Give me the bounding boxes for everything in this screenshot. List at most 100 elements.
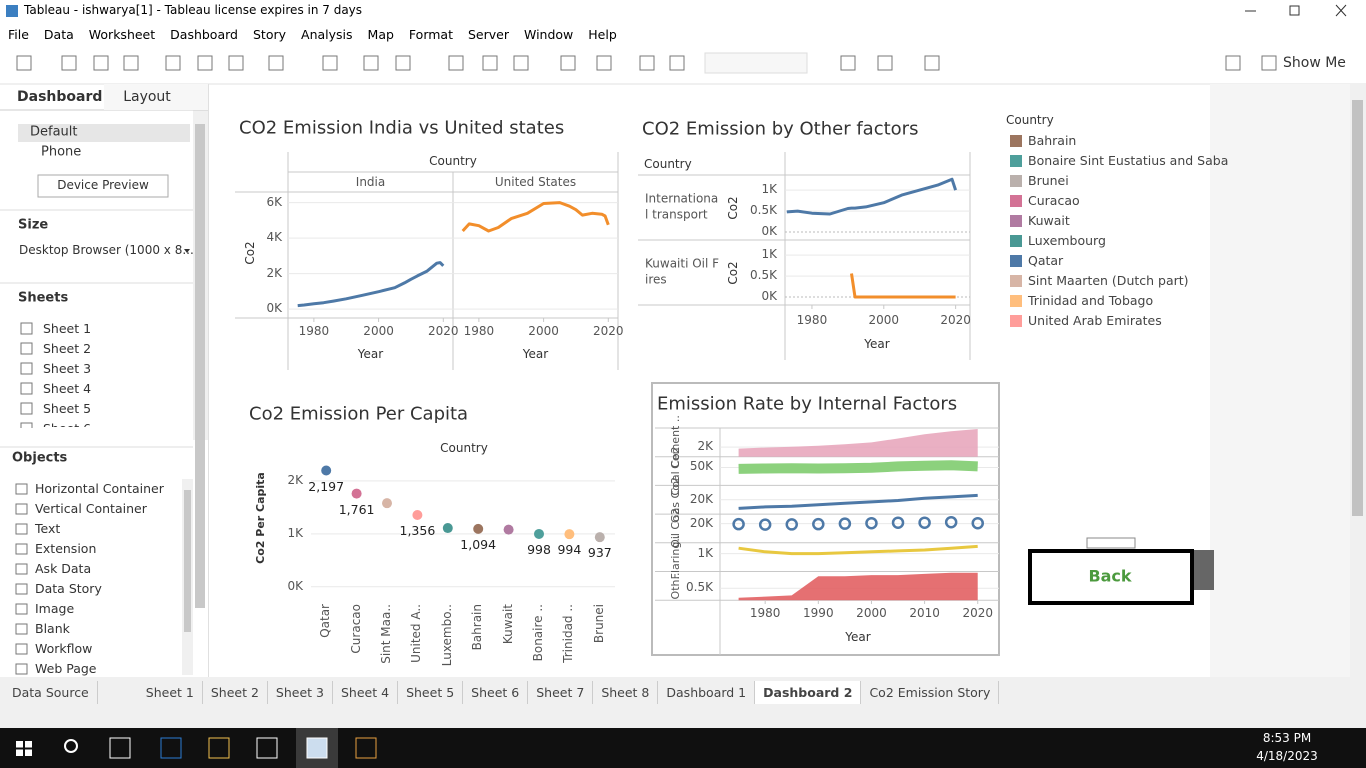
- back-button[interactable]: Back: [1088, 566, 1132, 586]
- sheet-tab[interactable]: Sheet 1: [138, 680, 203, 704]
- sheet-tab[interactable]: Sheet 2: [203, 680, 268, 704]
- device-preview-btn: [37, 174, 169, 198]
- menu-item[interactable]: Map: [367, 26, 394, 42]
- object-item[interactable]: Image: [35, 600, 75, 616]
- panel-tab[interactable]: Dashboard: [17, 88, 103, 105]
- panel-header: United States: [494, 175, 577, 190]
- x-tick-label: 2020: [962, 606, 994, 621]
- data-label: 1,761: [338, 501, 375, 517]
- x-tick-label: 2020: [940, 313, 971, 328]
- object-item[interactable]: Vertical Container: [35, 500, 147, 516]
- sheet-item[interactable]: Sheet 3: [43, 360, 92, 376]
- dropdown-arrow: [184, 249, 190, 253]
- x-tick-label: United A..: [409, 604, 424, 663]
- sheet-tab[interactable]: Sheet 5: [398, 680, 464, 704]
- menu-item[interactable]: Window: [523, 26, 574, 42]
- x-tick-label: 2020: [593, 324, 624, 339]
- toolbar-icon: [560, 55, 576, 71]
- sheet-tab[interactable]: Sheet 7: [528, 680, 594, 704]
- sheet-item[interactable]: Sheet 2: [43, 340, 92, 356]
- y-tick-label: 1K: [287, 526, 303, 541]
- sheet-tab[interactable]: Data Source: [4, 680, 98, 704]
- y-tick-label: 0.5K: [750, 203, 777, 218]
- menu-item[interactable]: Format: [408, 26, 453, 42]
- object-item[interactable]: Horizontal Container: [35, 480, 164, 496]
- toolbar-icon: [197, 55, 213, 71]
- toolbar-icon: [669, 55, 685, 71]
- legend-item: United Arab Emirates: [1028, 312, 1162, 328]
- size-dropdown[interactable]: Desktop Browser (1000 x 8...: [19, 243, 194, 258]
- object-item[interactable]: Data Story: [35, 580, 102, 596]
- sheet-tab[interactable]: Co2 Emission Story: [861, 680, 1000, 704]
- menu-item[interactable]: File: [8, 26, 29, 42]
- menu-item[interactable]: Data: [43, 26, 74, 42]
- sheet-tab[interactable]: Sheet 4: [333, 680, 399, 704]
- legend-swatch: [1010, 155, 1022, 167]
- search-icon: [64, 739, 78, 753]
- object-item[interactable]: Web Page: [35, 660, 97, 676]
- legend-item: Bahrain: [1028, 132, 1077, 148]
- window-title: Tableau - ishwarya[1] - Tableau license …: [24, 3, 363, 18]
- sheet-tab[interactable]: Dashboard 2: [755, 680, 862, 704]
- legend-item: Trinidad and Tobago: [1028, 292, 1154, 308]
- legend-item: Qatar: [1028, 252, 1064, 268]
- y-tick-label: 4K: [266, 230, 282, 245]
- object-item[interactable]: Blank: [35, 620, 70, 636]
- menu-item[interactable]: Story: [252, 26, 287, 42]
- toolbar-icon: [924, 55, 940, 71]
- sheet-item[interactable]: Sheet 5: [43, 400, 92, 416]
- legend-swatch: [1010, 235, 1022, 247]
- dot: [351, 488, 362, 499]
- row-header: Oth..: [668, 572, 682, 600]
- toolbar-icon: [639, 55, 655, 71]
- panel-tab[interactable]: Layout: [123, 88, 171, 105]
- object-icon: [15, 563, 28, 575]
- sheet-tab[interactable]: Sheet 8: [593, 680, 659, 704]
- chart-title: Co2 Emission Per Capita: [249, 403, 469, 425]
- menu-item[interactable]: Server: [467, 26, 509, 42]
- menu-item[interactable]: Analysis: [301, 26, 353, 42]
- point: [732, 517, 745, 531]
- section-heading: Objects: [12, 450, 68, 466]
- legend-title: Country: [1006, 113, 1054, 128]
- menu-item[interactable]: Help: [588, 26, 617, 42]
- device-preview-button[interactable]: Device Preview: [57, 178, 149, 193]
- toolbar-icon: [165, 55, 181, 71]
- column-header: Country: [440, 441, 488, 456]
- taskbar-bg: [0, 728, 1366, 768]
- device-option[interactable]: Phone: [41, 144, 82, 160]
- sheet-tab[interactable]: Dashboard 1: [658, 680, 756, 704]
- toolbar-icon: [877, 55, 893, 71]
- menu-item[interactable]: Dashboard: [170, 26, 238, 42]
- object-item[interactable]: Ask Data: [35, 560, 92, 576]
- data-label: 1,094: [460, 536, 497, 552]
- object-item[interactable]: Extension: [35, 540, 97, 556]
- point: [838, 517, 852, 530]
- sheet-item[interactable]: Sheet 6: [43, 421, 91, 427]
- sheet-tab[interactable]: Sheet 6: [463, 680, 529, 704]
- object-item[interactable]: Workflow: [35, 640, 93, 656]
- sheet-item[interactable]: Sheet 4: [43, 380, 92, 396]
- object-item[interactable]: Text: [35, 520, 61, 536]
- menu-item[interactable]: Worksheet: [88, 26, 156, 42]
- sheet-item[interactable]: Sheet 1: [43, 320, 92, 336]
- toolbar-icon: [482, 55, 498, 71]
- show-me-button[interactable]: Show Me: [1283, 54, 1346, 71]
- legend-swatch: [1010, 275, 1022, 287]
- device-highlight: [18, 124, 190, 142]
- y-tick-label: 0.5K: [686, 580, 713, 595]
- sheet-tab[interactable]: Sheet 3: [268, 680, 333, 704]
- axis-title: Year: [357, 347, 384, 362]
- chart-title: CO2 Emission India vs United states: [239, 117, 565, 139]
- sheet-icon: [20, 362, 33, 375]
- line: [738, 544, 978, 556]
- y-tick-label: 2K: [697, 439, 713, 454]
- x-tick-label: 1980: [298, 324, 330, 339]
- device-option[interactable]: Default: [30, 124, 78, 140]
- axis-title: Co2: [726, 260, 741, 285]
- toolbar-icon: [322, 55, 338, 71]
- point: [918, 516, 931, 529]
- line: [297, 261, 445, 308]
- dot: [503, 524, 514, 535]
